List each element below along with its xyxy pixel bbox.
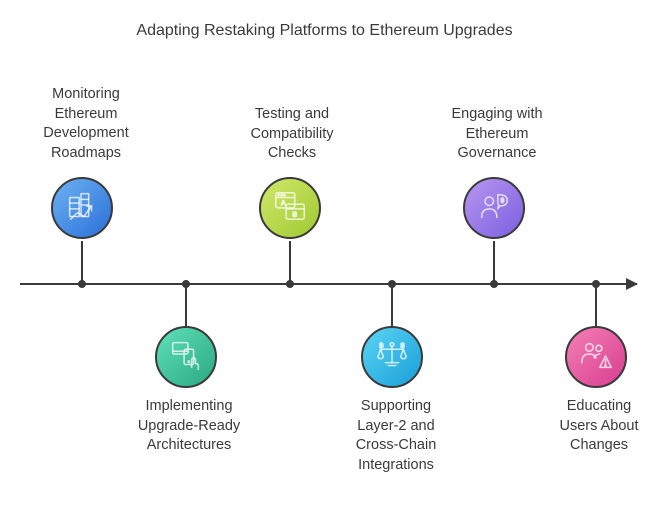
axis-dot-layer2 <box>388 280 396 288</box>
stem-testing <box>289 241 291 281</box>
axis-dot-monitoring <box>78 280 86 288</box>
axis-dot-testing <box>286 280 294 288</box>
label-governance: Engaging withEthereumGovernance <box>444 105 550 164</box>
svg-text:฿: ฿ <box>501 197 505 204</box>
stem-governance <box>493 241 495 281</box>
stem-architectures <box>185 287 187 327</box>
building-chart-icon <box>63 187 101 230</box>
axis-dot-architectures <box>182 280 190 288</box>
svg-text:$: $ <box>401 342 405 349</box>
ab-windows-icon: AB <box>271 187 309 230</box>
diagram-title: Adapting Restaking Platforms to Ethereum… <box>0 22 649 40</box>
node-layer2: ฿$ <box>361 326 423 388</box>
stem-layer2 <box>391 287 393 327</box>
node-testing: AB <box>259 177 321 239</box>
scale-currency-icon: ฿$ <box>373 336 411 379</box>
svg-text:฿: ฿ <box>379 341 383 349</box>
label-educating: EducatingUsers AboutChanges <box>550 397 648 456</box>
axis-dot-educating <box>592 280 600 288</box>
stem-educating <box>595 287 597 327</box>
label-layer2: SupportingLayer-2 andCross-ChainIntegrat… <box>346 397 446 475</box>
label-testing: Testing andCompatibilityChecks <box>240 105 344 164</box>
person-speech-icon: ฿ <box>475 187 513 230</box>
label-architectures: ImplementingUpgrade-ReadyArchitectures <box>133 397 245 456</box>
node-educating <box>565 326 627 388</box>
svg-text:B: B <box>293 211 298 218</box>
devices-touch-icon <box>167 336 205 379</box>
stem-monitoring <box>81 241 83 281</box>
node-governance: ฿ <box>463 177 525 239</box>
node-architectures <box>155 326 217 388</box>
users-alert-icon <box>577 336 615 379</box>
svg-text:A: A <box>281 200 286 207</box>
axis-dot-governance <box>490 280 498 288</box>
label-monitoring: MonitoringEthereumDevelopmentRoadmaps <box>36 85 136 163</box>
timeline-axis <box>20 283 637 285</box>
node-monitoring <box>51 177 113 239</box>
